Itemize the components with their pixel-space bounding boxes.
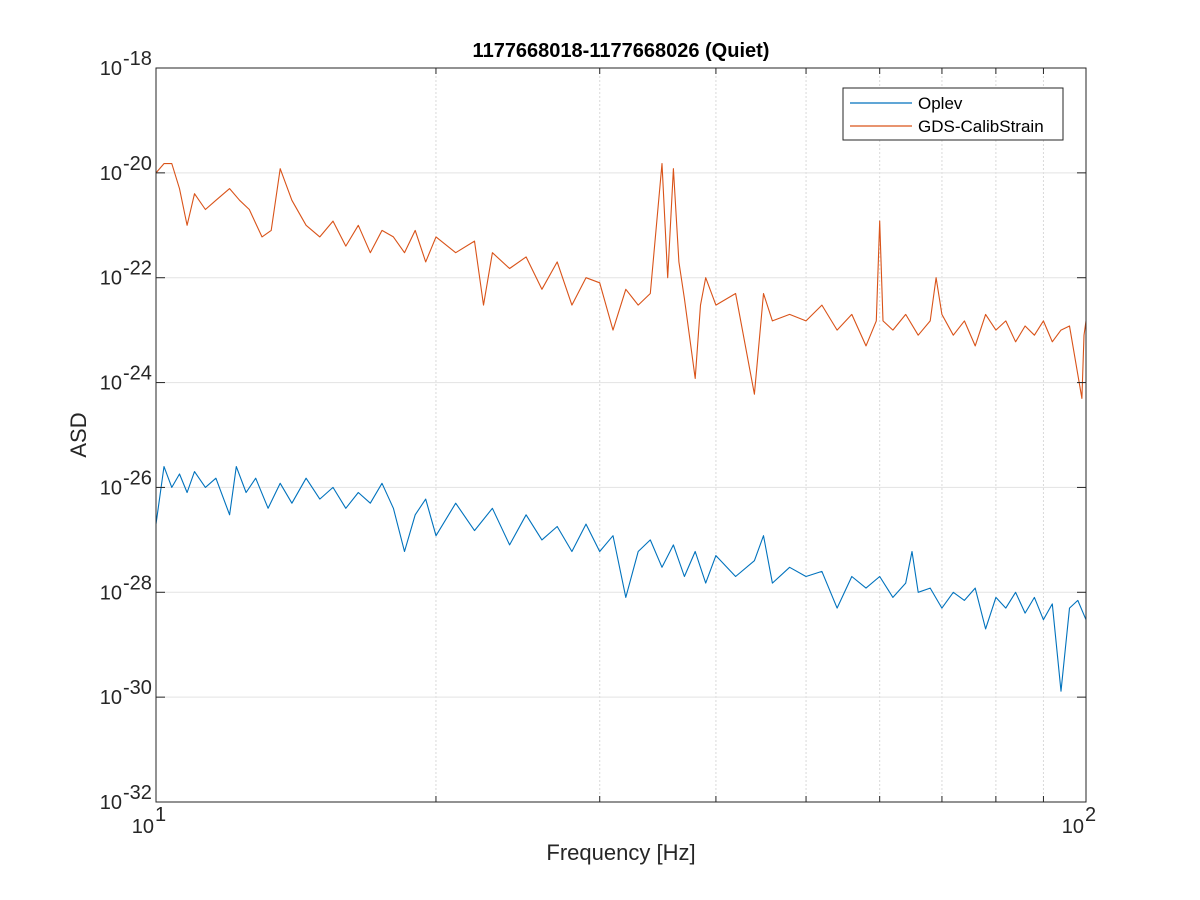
y-tick-label: 10: [100, 58, 122, 80]
y-axis-label: ASD: [66, 412, 91, 457]
plot-area: [156, 68, 1086, 802]
x-tick-exponent: 1: [155, 804, 166, 826]
y-tick-exponent: -22: [123, 258, 152, 280]
x-tick-label: 10: [1062, 816, 1084, 838]
axis-ticks: [155, 67, 1087, 803]
y-tick-label: 10: [100, 687, 122, 709]
y-tick-exponent: -32: [123, 782, 152, 804]
y-tick-label: 10: [100, 582, 122, 604]
grid-lines: [156, 68, 1086, 802]
legend: Oplev GDS-CalibStrain: [842, 87, 1064, 141]
legend-label-oplev: Oplev: [918, 94, 963, 113]
x-axis-label: Frequency [Hz]: [546, 840, 695, 865]
x-tick-label: 10: [132, 816, 154, 838]
y-tick-label: 10: [100, 268, 122, 290]
series-layer: [155, 163, 1087, 692]
y-tick-exponent: -20: [123, 153, 152, 175]
tick-labels: 10-3210-3010-2810-2610-2410-2210-2010-18…: [100, 48, 1096, 838]
y-tick-label: 10: [100, 373, 122, 395]
x-tick-exponent: 2: [1085, 804, 1096, 826]
y-tick-exponent: -18: [123, 48, 152, 70]
y-tick-exponent: -24: [123, 363, 152, 385]
series-line-oplev: [155, 466, 1087, 692]
legend-box: [842, 87, 1064, 141]
y-tick-label: 10: [100, 792, 122, 814]
series-line-gds-calibstrain: [155, 163, 1087, 399]
y-tick-label: 10: [100, 477, 122, 499]
y-tick-exponent: -28: [123, 572, 152, 594]
y-tick-exponent: -30: [123, 677, 152, 699]
chart-title: 1177668018-1177668026 (Quiet): [473, 40, 770, 62]
legend-label-gds-calibstrain: GDS-CalibStrain: [918, 117, 1044, 136]
y-tick-exponent: -26: [123, 467, 152, 489]
y-tick-label: 10: [100, 163, 122, 185]
plot-frame: [155, 67, 1087, 803]
